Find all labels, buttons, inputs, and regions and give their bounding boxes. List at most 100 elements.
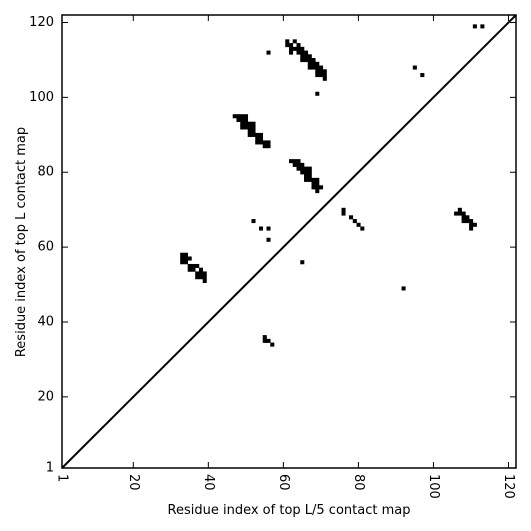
contact-point (304, 177, 309, 182)
contact-point (187, 267, 192, 272)
contact-point (195, 271, 200, 276)
plot-frame (61, 14, 517, 469)
contact-point (187, 256, 192, 261)
contact-point (240, 121, 245, 126)
contact-point (262, 335, 267, 340)
contact-point (307, 61, 312, 66)
contact-point (247, 132, 252, 137)
contact-point (247, 129, 252, 134)
x-tick-label: 20 (126, 474, 141, 491)
y-tick-label: 100 (29, 90, 54, 105)
contact-point (251, 121, 256, 126)
contact-point (296, 166, 301, 171)
contact-point (315, 65, 320, 70)
contact-point (285, 43, 290, 48)
contact-point (266, 237, 271, 242)
contact-point (315, 181, 320, 186)
contact-point (401, 286, 406, 291)
contact-point (270, 342, 275, 347)
contact-point (255, 136, 260, 141)
y-tick-label: 80 (37, 165, 54, 180)
contact-point (289, 50, 294, 55)
y-tick-label: 40 (37, 314, 54, 329)
contact-point (183, 252, 188, 257)
contact-point (472, 24, 477, 29)
contact-points (180, 24, 485, 347)
contact-point (292, 159, 297, 164)
contact-point (187, 263, 192, 268)
contact-point (469, 219, 474, 224)
contact-point (311, 181, 316, 186)
contact-point (266, 50, 271, 55)
contact-point (300, 162, 305, 167)
contact-point (247, 121, 252, 126)
contact-point (341, 211, 346, 216)
contact-point (319, 185, 324, 190)
contact-point (180, 252, 185, 257)
y-tick-label: 1 (46, 461, 54, 476)
x-axis-label: Residue index of top L/5 contact map (168, 503, 411, 518)
contact-point (258, 140, 264, 145)
contact-point (311, 61, 316, 66)
contact-point (296, 159, 301, 164)
contact-point (183, 256, 188, 261)
contact-point (457, 211, 462, 216)
contact-point (243, 114, 249, 119)
contact-point (322, 76, 327, 81)
contact-point (311, 58, 316, 63)
contact-point (247, 125, 252, 130)
contact-point (180, 260, 185, 265)
contact-point (352, 219, 357, 224)
contact-point (322, 73, 327, 78)
contact-point (236, 114, 241, 119)
x-tick-label: 120 (501, 474, 516, 499)
contact-point (319, 73, 324, 78)
contact-point (289, 159, 294, 164)
contact-point (315, 61, 320, 66)
contact-point (258, 132, 264, 137)
contact-point (300, 54, 305, 59)
contact-point (307, 166, 312, 171)
contact-point (251, 132, 256, 137)
contact-point (461, 219, 466, 224)
contact-point (469, 226, 474, 231)
contact-point (251, 219, 256, 224)
contact-point (180, 256, 185, 261)
x-tick-label: 1 (55, 474, 70, 482)
contact-point (472, 222, 477, 227)
contact-point (251, 125, 256, 130)
contact-point (304, 166, 309, 171)
contact-point (202, 278, 207, 283)
contact-point (262, 140, 267, 145)
contact-point (285, 39, 290, 44)
contact-point (262, 338, 267, 343)
contact-point (183, 260, 188, 265)
contact-point (322, 69, 327, 74)
contact-point (198, 267, 203, 272)
contact-point (266, 140, 271, 145)
contact-point (315, 73, 320, 78)
contact-point (262, 144, 267, 149)
contact-point (307, 174, 312, 179)
contact-point (232, 114, 237, 119)
contact-point (307, 170, 312, 175)
contact-point (307, 54, 312, 59)
contact-point (341, 207, 346, 212)
contact-point (195, 275, 200, 280)
contact-point (465, 215, 470, 220)
contact-point (292, 39, 297, 44)
diagonal-line (61, 14, 517, 469)
contact-point (243, 117, 249, 122)
contact-point (191, 267, 196, 272)
contact-point (315, 177, 320, 182)
contact-point (319, 69, 324, 74)
contact-point (454, 211, 459, 216)
contact-point (300, 166, 305, 171)
contact-point (311, 177, 316, 182)
contact-point (236, 117, 241, 122)
contact-point (300, 50, 305, 55)
contact-point (292, 162, 297, 167)
contact-point (258, 136, 264, 141)
contact-point (251, 129, 256, 134)
